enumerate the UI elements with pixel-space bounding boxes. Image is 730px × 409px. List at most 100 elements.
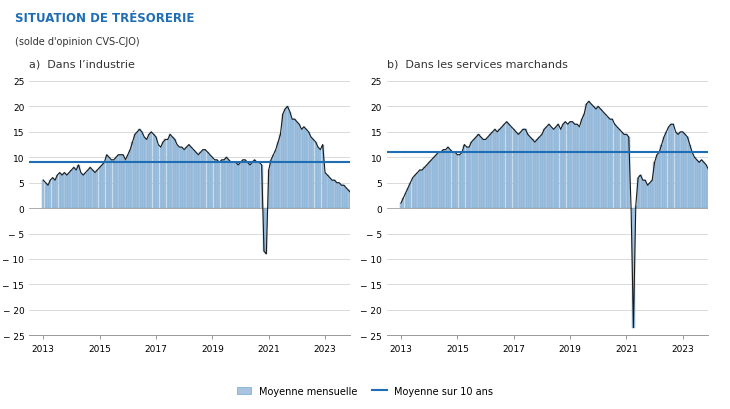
Bar	[550, 128, 553, 209]
Bar	[340, 186, 342, 209]
Bar	[508, 125, 510, 209]
Bar	[724, 188, 726, 209]
Bar	[366, 201, 369, 209]
Bar	[404, 193, 407, 209]
Bar	[663, 137, 665, 209]
Bar	[576, 125, 578, 209]
Bar	[506, 122, 508, 209]
Bar	[613, 125, 616, 209]
Bar	[228, 160, 230, 209]
Bar	[437, 153, 439, 209]
Bar	[475, 137, 477, 209]
Bar	[562, 125, 564, 209]
Bar	[426, 166, 428, 209]
Bar	[136, 133, 138, 209]
Bar	[247, 163, 249, 209]
Bar	[458, 155, 461, 209]
Bar	[449, 150, 451, 209]
Bar	[230, 163, 232, 209]
Bar	[369, 201, 371, 209]
Bar	[402, 198, 404, 209]
Bar	[564, 122, 566, 209]
Bar	[355, 196, 357, 209]
Bar	[717, 183, 719, 209]
Bar	[705, 166, 707, 209]
Bar	[480, 137, 482, 209]
Bar	[272, 155, 274, 209]
Bar	[515, 133, 517, 209]
Bar	[520, 133, 522, 209]
Text: b)  Dans les services marchands: b) Dans les services marchands	[387, 60, 568, 70]
Bar	[190, 148, 192, 209]
Bar	[574, 125, 576, 209]
Bar	[77, 166, 80, 209]
Bar	[456, 155, 458, 209]
Bar	[307, 133, 310, 209]
Bar	[534, 143, 536, 209]
Bar	[721, 188, 723, 209]
Bar	[472, 140, 475, 209]
Bar	[698, 163, 700, 209]
Bar	[124, 160, 126, 209]
Bar	[49, 181, 51, 209]
Bar	[64, 173, 66, 209]
Bar	[361, 198, 364, 209]
Bar	[197, 155, 199, 209]
Bar	[688, 145, 691, 209]
Bar	[380, 198, 383, 209]
Bar	[181, 148, 183, 209]
Bar	[412, 178, 414, 209]
Bar	[58, 173, 61, 209]
Bar	[251, 163, 253, 209]
Bar	[166, 140, 169, 209]
Bar	[447, 148, 449, 209]
Bar	[496, 133, 499, 209]
Bar	[47, 186, 49, 209]
Bar	[597, 107, 599, 209]
Bar	[106, 155, 108, 209]
Bar	[482, 140, 484, 209]
Bar	[54, 181, 56, 209]
Bar	[270, 160, 272, 209]
Bar	[280, 135, 282, 209]
Bar	[503, 125, 505, 209]
Bar	[518, 135, 520, 209]
Bar	[172, 137, 174, 209]
Bar	[218, 163, 220, 209]
Bar	[91, 171, 93, 209]
Bar	[274, 150, 277, 209]
Bar	[185, 148, 188, 209]
Bar	[204, 150, 207, 209]
Bar	[487, 137, 489, 209]
Bar	[419, 171, 421, 209]
Bar	[400, 204, 402, 209]
Bar	[388, 201, 390, 209]
Bar	[719, 186, 721, 209]
Bar	[499, 130, 501, 209]
Bar	[80, 173, 82, 209]
Bar	[675, 133, 677, 209]
Bar	[101, 166, 103, 209]
Bar	[609, 120, 611, 209]
Bar	[296, 122, 298, 209]
Bar	[661, 145, 663, 209]
Bar	[682, 133, 684, 209]
Bar	[174, 140, 176, 209]
Bar	[301, 130, 303, 209]
Bar	[646, 186, 649, 209]
Bar	[342, 186, 345, 209]
Bar	[284, 110, 286, 209]
Bar	[178, 148, 180, 209]
Bar	[160, 148, 162, 209]
Bar	[56, 175, 58, 209]
Bar	[553, 130, 555, 209]
Bar	[258, 163, 261, 209]
Bar	[665, 133, 667, 209]
Bar	[244, 160, 246, 209]
Bar	[477, 135, 480, 209]
Bar	[122, 155, 124, 209]
Bar	[512, 130, 515, 209]
Bar	[545, 128, 548, 209]
Bar	[670, 125, 672, 209]
Bar	[686, 137, 688, 209]
